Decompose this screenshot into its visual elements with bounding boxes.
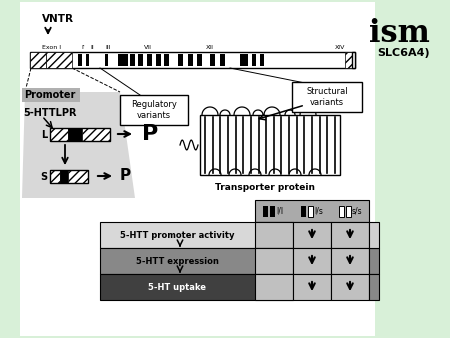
Bar bbox=[46, 52, 72, 68]
Bar bbox=[339, 206, 344, 217]
Bar bbox=[30, 52, 355, 68]
Bar bbox=[210, 54, 215, 66]
Bar bbox=[120, 95, 188, 125]
Bar bbox=[301, 206, 306, 217]
Text: III: III bbox=[105, 45, 111, 50]
Polygon shape bbox=[22, 92, 135, 198]
Bar bbox=[240, 54, 248, 66]
Text: P: P bbox=[120, 169, 131, 184]
Bar bbox=[293, 248, 331, 274]
Text: II: II bbox=[90, 45, 94, 50]
Bar bbox=[50, 170, 60, 183]
Bar bbox=[30, 52, 46, 68]
Bar bbox=[255, 274, 293, 300]
Bar bbox=[50, 128, 68, 141]
Text: Promoter: Promoter bbox=[24, 90, 76, 100]
Bar bbox=[352, 52, 355, 68]
Bar bbox=[20, 2, 375, 336]
Bar bbox=[164, 54, 169, 66]
Bar bbox=[252, 54, 256, 66]
Bar bbox=[50, 128, 110, 141]
Bar bbox=[255, 222, 293, 248]
Bar bbox=[100, 222, 293, 248]
Text: Transporter protein: Transporter protein bbox=[215, 183, 315, 192]
Bar bbox=[147, 54, 152, 66]
Bar bbox=[369, 274, 379, 300]
Bar bbox=[68, 170, 88, 183]
Bar bbox=[255, 248, 293, 274]
Bar bbox=[78, 54, 82, 66]
Text: 5-HTT expression: 5-HTT expression bbox=[136, 257, 219, 266]
Bar bbox=[331, 274, 369, 300]
Text: Exon I: Exon I bbox=[42, 45, 62, 50]
Text: XIV: XIV bbox=[335, 45, 345, 50]
Text: ism: ism bbox=[369, 18, 430, 49]
Bar bbox=[60, 170, 68, 183]
Bar bbox=[178, 54, 183, 66]
Text: l/s: l/s bbox=[314, 207, 323, 216]
Bar bbox=[255, 200, 369, 222]
Bar bbox=[346, 206, 351, 217]
Bar bbox=[260, 54, 264, 66]
Text: P: P bbox=[142, 124, 158, 144]
Text: 5-HT uptake: 5-HT uptake bbox=[148, 283, 207, 291]
Text: XII: XII bbox=[206, 45, 214, 50]
Bar bbox=[308, 206, 313, 217]
Text: VII: VII bbox=[144, 45, 152, 50]
Bar bbox=[82, 128, 110, 141]
Bar bbox=[369, 248, 379, 274]
Bar bbox=[86, 54, 89, 66]
Bar bbox=[118, 54, 128, 66]
Text: Regulatory
variants: Regulatory variants bbox=[131, 100, 177, 120]
Bar bbox=[138, 54, 143, 66]
Bar bbox=[263, 206, 268, 217]
Bar bbox=[292, 82, 362, 112]
Text: I': I' bbox=[81, 45, 85, 50]
Text: l/l: l/l bbox=[276, 207, 283, 216]
Bar bbox=[105, 54, 108, 66]
Text: S: S bbox=[40, 172, 47, 182]
Bar bbox=[100, 274, 293, 300]
Text: VNTR: VNTR bbox=[42, 14, 74, 24]
Bar bbox=[293, 274, 331, 300]
Text: 5-HTTLPR: 5-HTTLPR bbox=[23, 108, 77, 118]
Bar bbox=[188, 54, 193, 66]
Text: L: L bbox=[41, 130, 47, 140]
Bar bbox=[331, 222, 369, 248]
Bar bbox=[200, 115, 340, 175]
Bar bbox=[22, 88, 80, 102]
Bar bbox=[220, 54, 225, 66]
Bar bbox=[331, 248, 369, 274]
Bar bbox=[68, 128, 82, 141]
Bar bbox=[156, 54, 161, 66]
Bar bbox=[130, 54, 135, 66]
Text: SLC6A4): SLC6A4) bbox=[378, 48, 430, 58]
Text: Structural
variants: Structural variants bbox=[306, 87, 348, 107]
Text: 5-HTT promoter activity: 5-HTT promoter activity bbox=[120, 231, 235, 240]
Bar bbox=[50, 170, 88, 183]
Bar bbox=[293, 222, 331, 248]
Bar bbox=[369, 222, 379, 248]
Bar bbox=[197, 54, 202, 66]
Text: s/s: s/s bbox=[352, 207, 363, 216]
Bar bbox=[345, 52, 355, 68]
Bar bbox=[270, 206, 275, 217]
Bar bbox=[100, 248, 293, 274]
